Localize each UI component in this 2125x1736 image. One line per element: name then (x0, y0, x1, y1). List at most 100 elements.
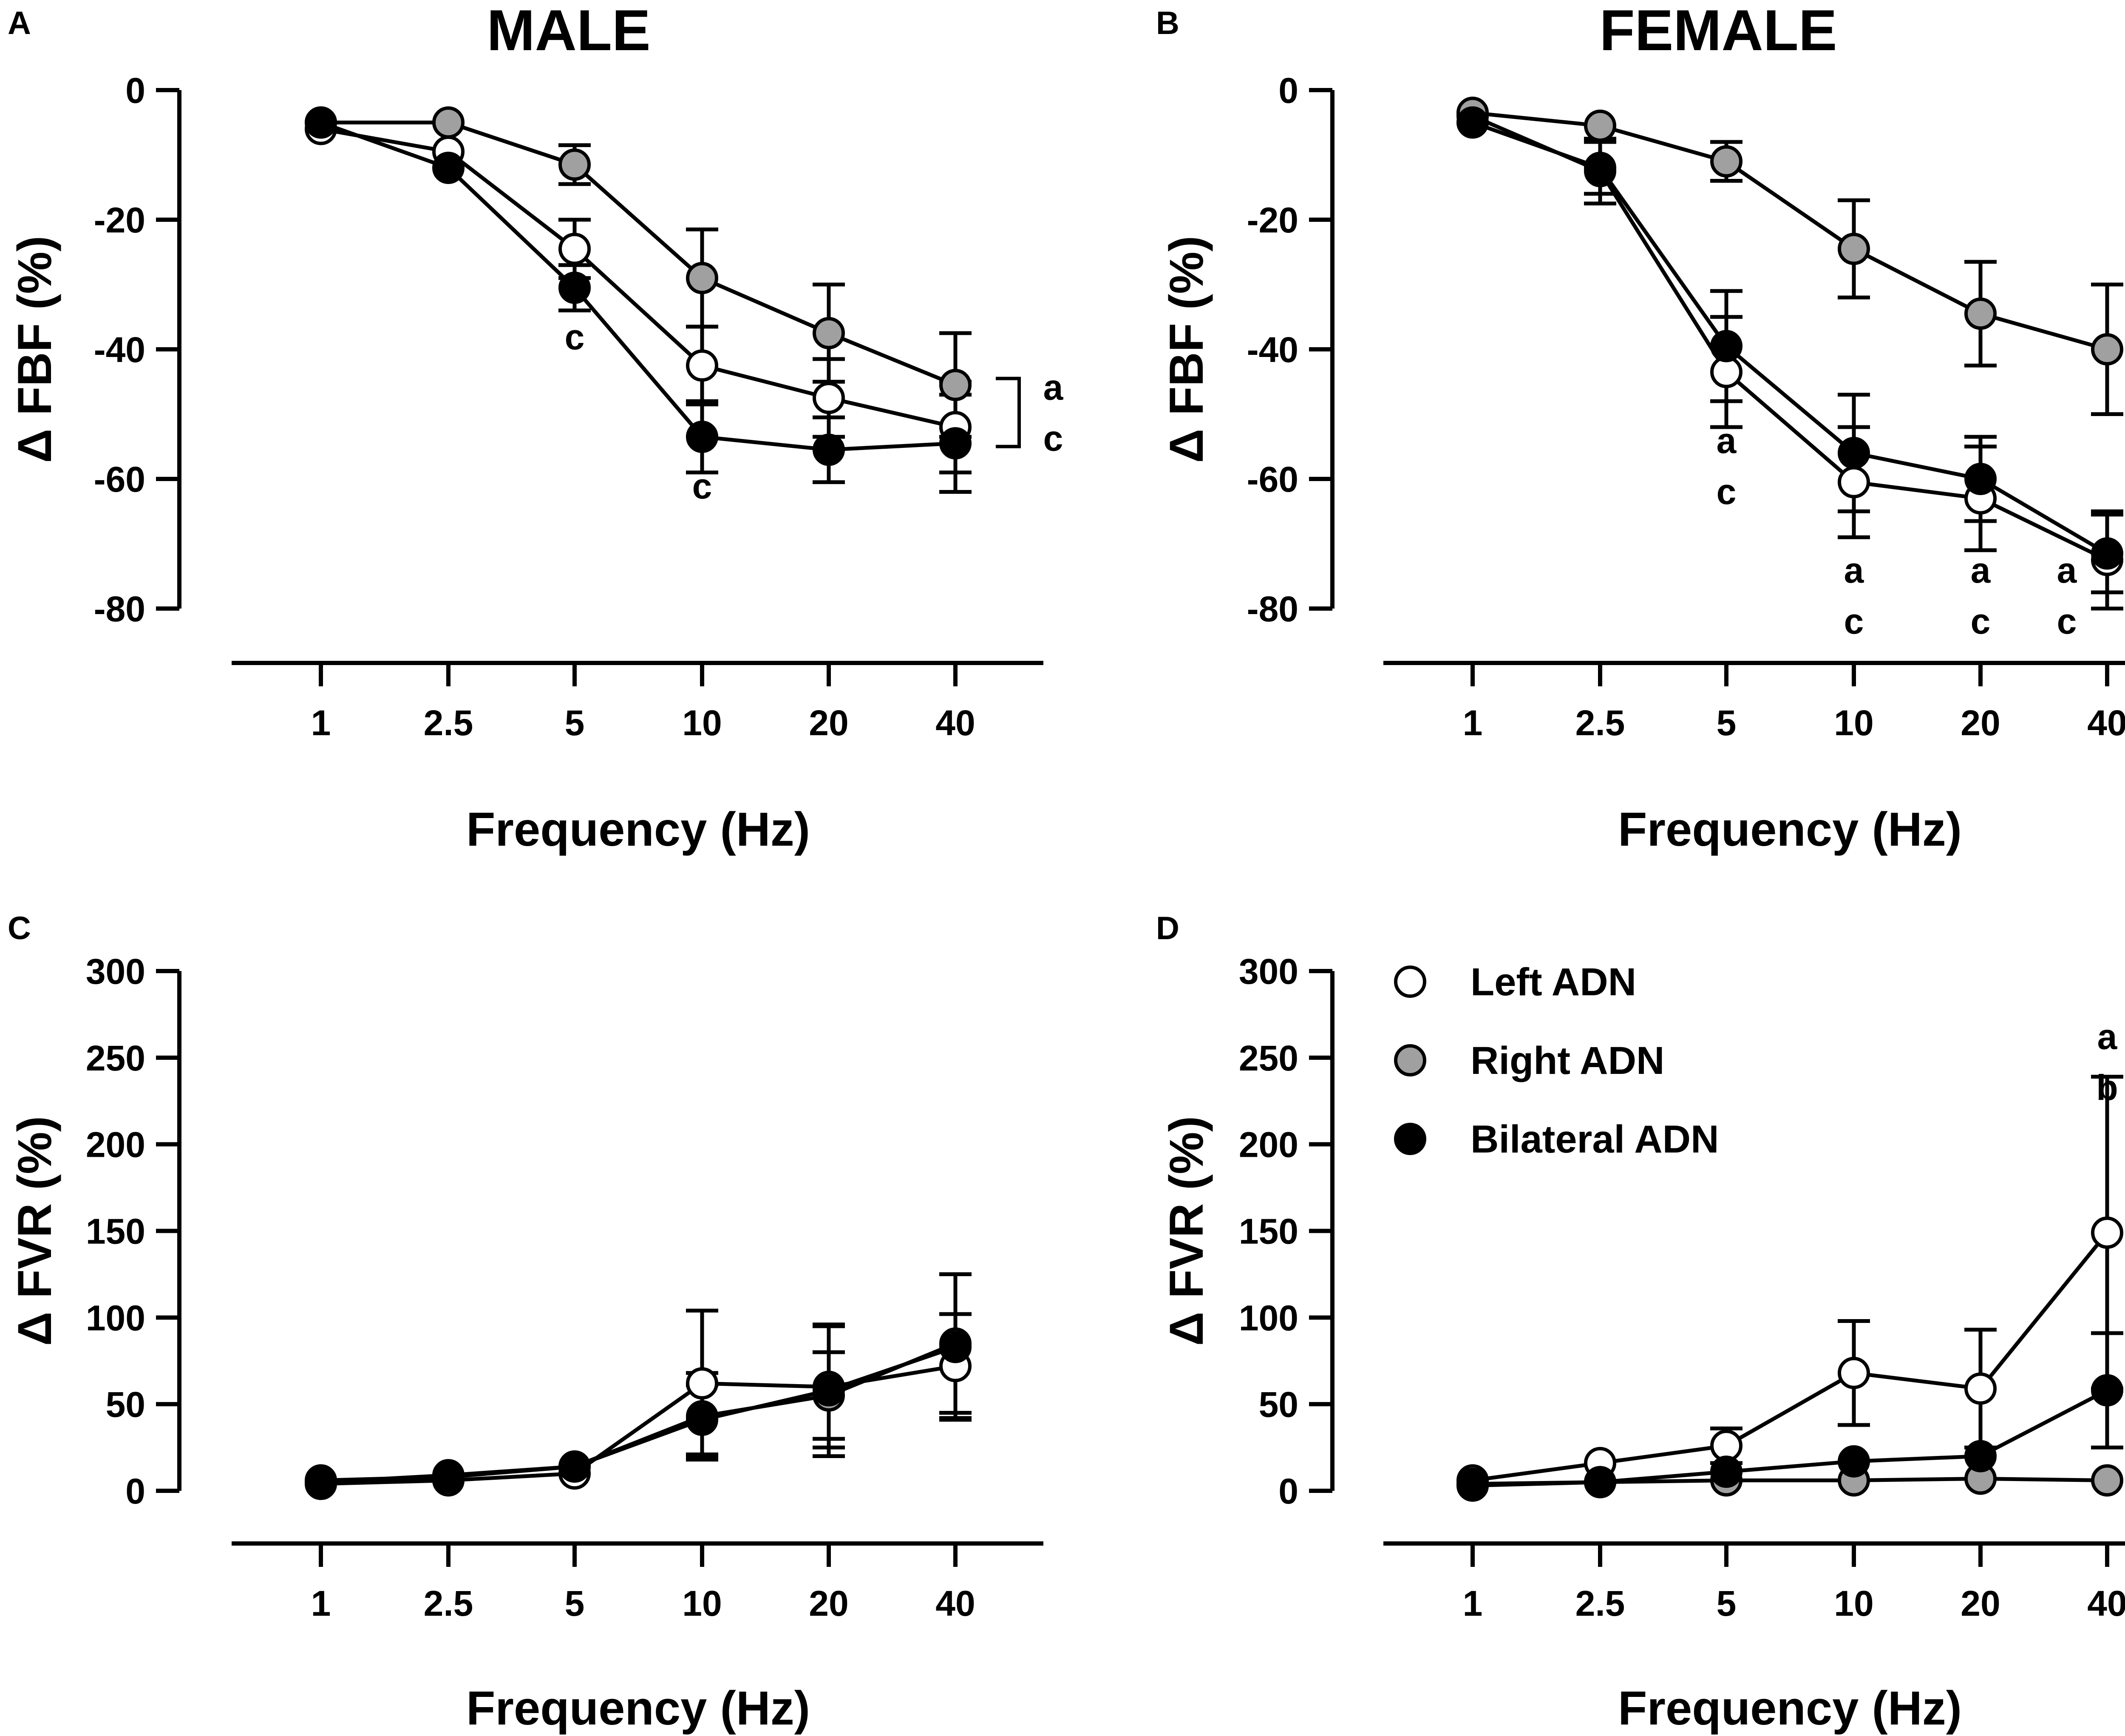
marker-right-adn (1584, 109, 1616, 142)
y-tick-label: 0 (125, 71, 145, 110)
marker-bilateral-adn (686, 1403, 718, 1436)
marker-right-adn (1710, 145, 1742, 178)
series-line-bilateral-adn (320, 1345, 956, 1484)
y-axis-title: Δ FVR (%) (1160, 1116, 1213, 1346)
y-tick-label: 150 (86, 1212, 145, 1252)
significance-label: c (1717, 472, 1737, 512)
marker-right-adn (432, 106, 465, 139)
marker-right-adn (558, 148, 591, 181)
marker-bilateral-adn (2091, 537, 2123, 570)
series-line-bilateral-adn (320, 121, 956, 452)
x-axis-title: Frequency (Hz) (1618, 803, 1962, 856)
marker-bilateral-adn (558, 1450, 591, 1483)
significance-bracket (996, 377, 1021, 448)
significance-label: a (2097, 1017, 2118, 1056)
marker-bilateral-adn (305, 106, 337, 139)
marker-left-adn (1838, 466, 1870, 498)
marker-bilateral-adn (1584, 1466, 1616, 1498)
marker-bilateral-adn (686, 420, 718, 453)
significance-label: c (1971, 601, 1991, 641)
legend-label-left-adn: Left ADN (1470, 960, 1636, 1004)
x-tick-label: 5 (565, 1583, 585, 1623)
marker-right-adn (2091, 1464, 2123, 1497)
significance-label: c (1043, 419, 1063, 459)
y-tick-label: 250 (1239, 1038, 1298, 1078)
y-tick-label: -60 (1247, 459, 1298, 499)
panel-title: MALE (487, 0, 650, 62)
legend: Left ADN Right ADN Bilateral ADN (1394, 960, 1719, 1161)
y-axis-title: Δ FBF (%) (8, 236, 61, 463)
x-tick-label: 10 (1834, 1583, 1873, 1623)
marker-right-adn (1838, 232, 1870, 265)
marker-bilateral-adn (432, 152, 465, 184)
panel-b-female-fbf: B FEMALE 0 -20 -40 -60 -80 Δ FBF (%) 1 2.5 5 10 20 40… (1156, 0, 2125, 856)
marker-left-adn (558, 232, 591, 265)
panel-letter: A (8, 5, 31, 41)
legend-marker-left-adn (1394, 966, 1426, 998)
x-tick-label: 40 (935, 703, 975, 743)
x-tick-label: 5 (1717, 703, 1737, 743)
y-tick-label: -60 (94, 459, 145, 499)
series-line-left-adn (320, 127, 956, 429)
series-line-bilateral-adn (1472, 1388, 2108, 1488)
y-tick-label: 250 (86, 1038, 145, 1078)
marker-bilateral-adn (1456, 1469, 1489, 1502)
x-tick-label: 1 (1463, 1583, 1483, 1623)
panel-d-female-fvr: D 0 50 100 150 200 250 300 Δ FVR (%) 1 2.5 5 10 20 40 F… (1156, 910, 2125, 1735)
y-tick-label: -20 (94, 200, 145, 240)
x-tick-label: 1 (311, 703, 331, 743)
series-line-right-adn (321, 120, 956, 387)
y-tick-label: 300 (86, 952, 145, 991)
marker-bilateral-adn (1456, 106, 1489, 139)
y-tick-label: 100 (86, 1298, 145, 1338)
x-tick-label: 5 (1717, 1583, 1737, 1623)
x-axis-title: Frequency (Hz) (1618, 1682, 1962, 1735)
x-tick-label: 2.5 (424, 703, 473, 743)
significance-label: c (1844, 601, 1864, 641)
legend-label-right-adn: Right ADN (1470, 1039, 1665, 1082)
marker-right-adn (686, 262, 718, 295)
x-tick-label: 5 (565, 703, 585, 743)
marker-bilateral-adn (2091, 1374, 2123, 1407)
marker-bilateral-adn (1838, 1445, 1870, 1478)
y-tick-label: -40 (1247, 330, 1298, 370)
x-tick-label: 2.5 (1575, 1583, 1625, 1623)
marker-right-adn (939, 368, 972, 401)
x-tick-label: 1 (1463, 703, 1483, 743)
y-tick-label: -80 (1247, 589, 1298, 629)
panel-letter: C (8, 910, 31, 946)
marker-bilateral-adn (939, 427, 972, 460)
y-tick-label: -20 (1247, 200, 1298, 240)
y-tick-label: 0 (125, 1471, 145, 1511)
x-tick-label: 2.5 (1575, 703, 1625, 743)
significance-label: a (2057, 550, 2077, 590)
marker-bilateral-adn (1964, 1440, 1997, 1473)
marker-left-adn (686, 349, 718, 382)
y-tick-label: 100 (1239, 1298, 1298, 1338)
series-line-right-adn (1472, 110, 2108, 351)
legend-label-bilateral-adn: Bilateral ADN (1470, 1118, 1719, 1161)
y-tick-label: 150 (1239, 1212, 1298, 1252)
series-line-bilateral-adn (1472, 121, 2108, 555)
marker-right-adn (2091, 333, 2123, 365)
panel-letter: B (1156, 5, 1179, 41)
y-tick-label: 300 (1239, 952, 1298, 991)
x-tick-label: 40 (2087, 703, 2125, 743)
series-line-left-adn (1472, 1231, 2109, 1482)
significance-label: c (565, 317, 585, 357)
significance-label: c (692, 466, 712, 506)
marker-left-adn (813, 382, 845, 414)
y-tick-label: 50 (106, 1385, 145, 1424)
marker-bilateral-adn (1584, 152, 1616, 184)
marker-right-adn (1964, 297, 1997, 330)
marker-right-adn (813, 317, 845, 349)
y-axis-title: Δ FBF (%) (1160, 236, 1213, 463)
x-tick-label: 20 (1961, 703, 2000, 743)
x-tick-label: 20 (809, 1583, 848, 1623)
marker-left-adn (2091, 1216, 2123, 1249)
x-tick-label: 10 (1834, 703, 1873, 743)
y-tick-label: 200 (86, 1125, 145, 1165)
marker-bilateral-adn (432, 1459, 465, 1492)
significance-label: a (1971, 550, 1991, 590)
